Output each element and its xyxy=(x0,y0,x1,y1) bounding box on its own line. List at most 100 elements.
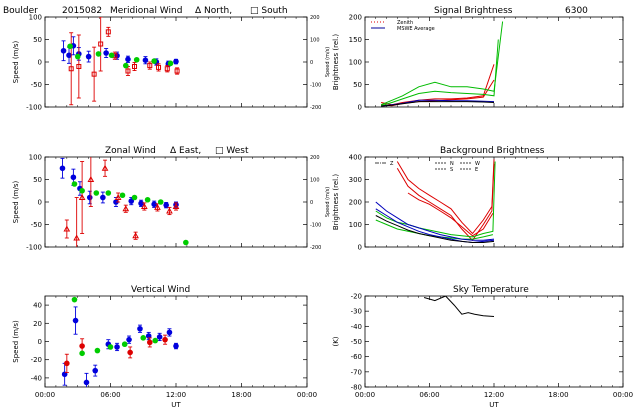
chart-title-part: Meridional Wind xyxy=(110,6,182,16)
chart-title-part: Zonal Wind xyxy=(105,146,156,156)
y-tick-label: 0 xyxy=(38,59,42,67)
data-point xyxy=(128,198,135,204)
panel-signal: Signal Brightness 6300 0 50 100 150 200 Brightn… xyxy=(332,6,624,112)
y-tick-label: 100 xyxy=(29,154,42,162)
chart-title-part: □ South xyxy=(250,6,288,16)
y-tick-label: 100 xyxy=(29,14,42,22)
y-tick-label: -30 xyxy=(351,308,362,316)
data-point xyxy=(64,360,70,367)
legend-entry: E xyxy=(475,167,478,173)
data-point xyxy=(162,336,168,343)
data-point xyxy=(108,52,115,59)
data-point xyxy=(87,175,95,182)
y-axis-label: (K) xyxy=(332,336,340,346)
legend-entry: Zenith xyxy=(397,20,413,26)
data-point xyxy=(173,343,179,349)
y-right-tick-label: 100 xyxy=(310,38,320,44)
panel-meridional: Boulder 2015082 Meridional Wind Δ North, □ S… xyxy=(3,6,331,112)
data-point xyxy=(163,202,169,208)
data-layer xyxy=(60,17,180,106)
y-tick-label: 50 xyxy=(33,176,42,184)
y-tick-label: 40 xyxy=(33,302,42,310)
data-point xyxy=(138,200,144,207)
y-tick-label: 50 xyxy=(353,81,362,89)
legend-entry: S xyxy=(450,167,453,173)
data-point xyxy=(131,194,138,201)
y-right-tick-label: 100 xyxy=(310,178,320,184)
y-tick-label: -50 xyxy=(31,221,42,229)
chart-title-part: Sky Temperature xyxy=(453,285,529,295)
x-tick-label: 00:00 xyxy=(355,391,375,399)
data-point xyxy=(79,187,85,194)
data-point xyxy=(98,41,104,47)
data-point xyxy=(137,325,143,332)
y-right-tick-label: 0 xyxy=(310,60,313,66)
x-tick-label: 12:00 xyxy=(166,391,186,399)
data-point xyxy=(95,51,102,57)
data-point xyxy=(91,71,97,77)
data-point xyxy=(140,202,148,209)
y-axis-label: Speed (m/s) xyxy=(12,181,20,224)
series-line xyxy=(407,192,494,237)
data-point xyxy=(71,296,78,303)
y-tick-label: 100 xyxy=(349,59,362,67)
data-point xyxy=(107,344,114,350)
panel-sky: Sky Temperature 00:00 06:00 12:00 18:00 00:00… xyxy=(332,285,633,409)
y-tick-label: -100 xyxy=(26,244,42,252)
legend: Z NS WE xyxy=(375,161,480,173)
chart-title-part: Signal Brightness xyxy=(434,6,513,16)
panel-zonal: Zonal Wind Δ East, □ West -100 -50 0 50 100 -200… xyxy=(12,146,331,252)
data-point xyxy=(100,194,106,201)
y-tick-label: 100 xyxy=(349,221,362,229)
data-point xyxy=(79,343,85,349)
y-tick-label: -40 xyxy=(31,374,42,382)
chart-title-part: Background Brightness xyxy=(440,146,545,156)
series-line xyxy=(375,219,494,240)
data-point xyxy=(74,53,81,60)
legend-entry: N xyxy=(450,161,454,167)
y-tick-label: 0 xyxy=(358,104,362,112)
data-point xyxy=(93,190,100,196)
y-tick-label: 150 xyxy=(349,36,362,44)
data-point xyxy=(122,62,129,69)
plot-frame xyxy=(364,295,624,388)
y-tick-label: -20 xyxy=(351,293,362,301)
y-tick-label: -50 xyxy=(31,81,42,89)
data-point xyxy=(121,341,128,348)
x-tick-label: 00:00 xyxy=(35,391,55,399)
y-tick-label: 0 xyxy=(358,244,362,252)
data-point xyxy=(73,234,81,241)
data-point xyxy=(66,52,72,59)
y-tick-label: -80 xyxy=(351,384,362,392)
x-tick-label: 18:00 xyxy=(548,391,568,399)
data-point xyxy=(105,190,112,196)
data-point xyxy=(94,347,101,354)
series-line xyxy=(380,64,495,106)
series-line xyxy=(375,215,495,243)
data-point xyxy=(85,53,92,60)
y-axis-label: Brightness (rel.) xyxy=(332,174,340,230)
data-point xyxy=(152,337,159,344)
data-point xyxy=(113,199,119,205)
data-point xyxy=(156,64,162,70)
data-point xyxy=(151,201,157,208)
data-point xyxy=(79,350,85,357)
data-point xyxy=(164,66,170,72)
data-point xyxy=(174,68,180,74)
legend-entry: MSWE Average xyxy=(397,26,435,32)
data-point xyxy=(59,165,66,172)
data-point xyxy=(72,317,79,324)
x-axis-label: UT xyxy=(171,401,181,409)
series-line xyxy=(380,39,499,107)
data-point xyxy=(151,58,157,64)
series-line xyxy=(375,208,495,244)
series-line xyxy=(380,21,504,106)
data-point xyxy=(70,174,77,181)
data-point xyxy=(167,60,174,67)
chart-title-part: 6300 xyxy=(565,6,588,16)
y-tick-label: -50 xyxy=(351,338,362,346)
data-point xyxy=(140,335,147,341)
panel-vertical: Vertical Wind 00:00 06:00 12:00 18:00 00:00 -4… xyxy=(12,285,317,409)
y-tick-label: -40 xyxy=(351,323,362,331)
data-point xyxy=(147,339,153,346)
